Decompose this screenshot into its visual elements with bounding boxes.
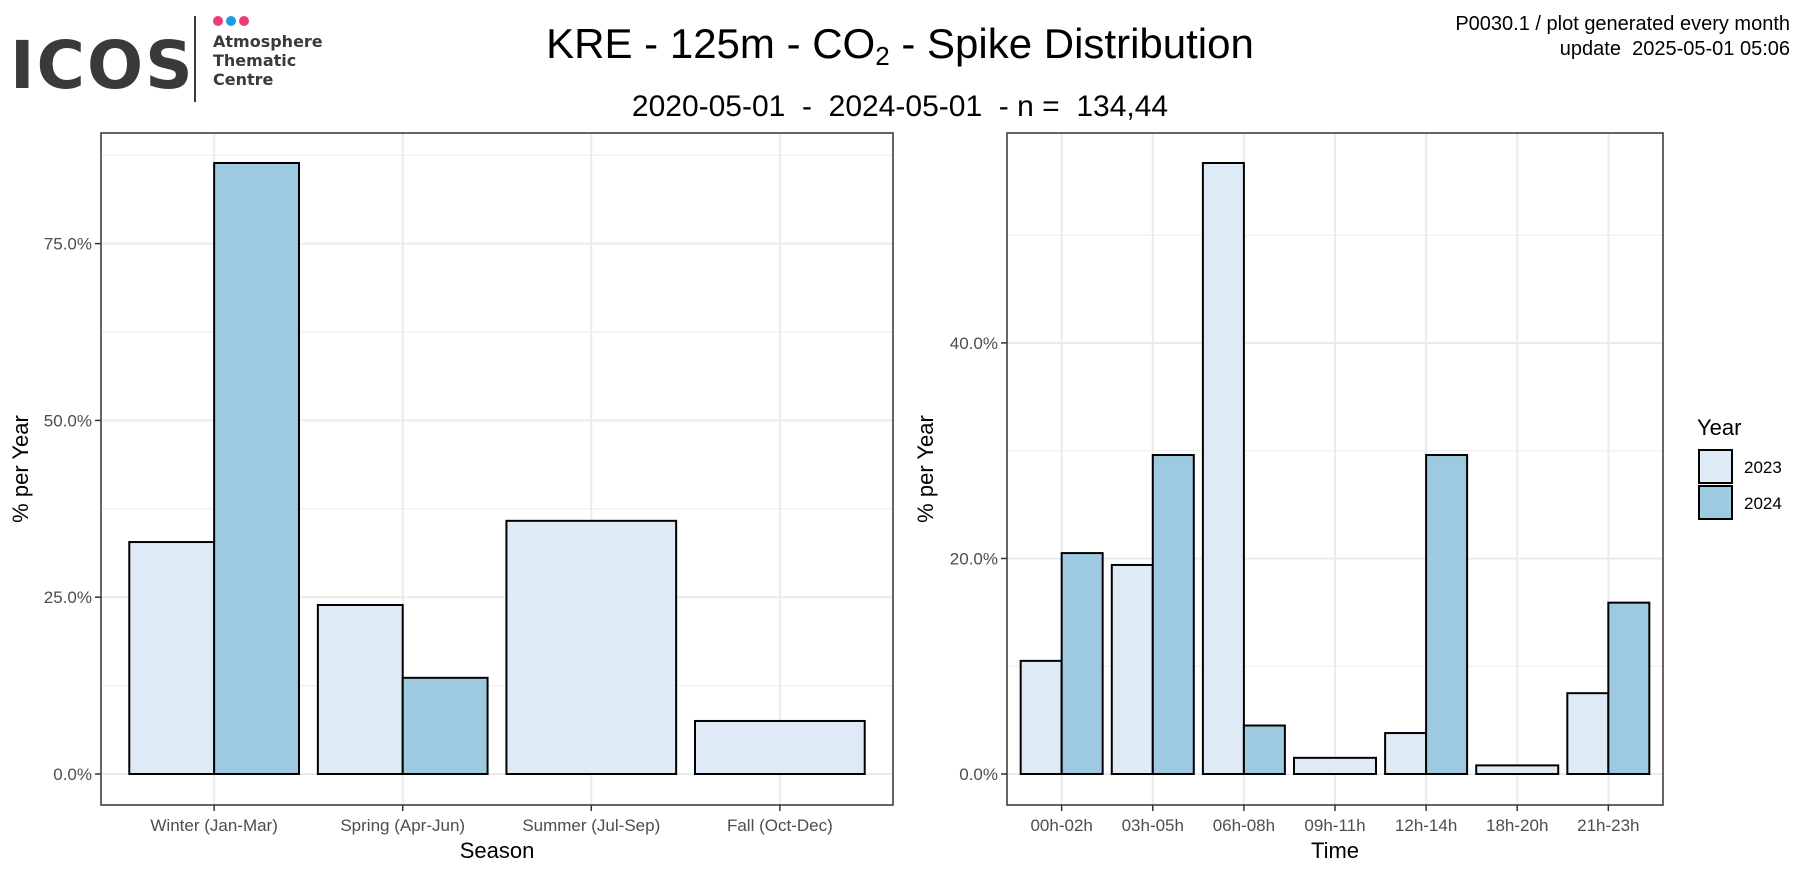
x-tick-label: Fall (Oct-Dec) bbox=[727, 816, 833, 835]
chart-panel-2: 0.0% 20.0% 40.0% 00h-02h 03h-05h 06h-08h 09h-1… bbox=[913, 132, 1664, 863]
bar-2024-2 bbox=[401, 676, 489, 776]
logo-divider bbox=[194, 16, 196, 102]
x-tick-label: 06h-08h bbox=[1213, 816, 1275, 835]
title-prefix: KRE - 125m - CO bbox=[546, 20, 876, 67]
legend-title: Year bbox=[1697, 415, 1741, 440]
x-tick-label: Summer (Jul-Sep) bbox=[522, 816, 660, 835]
y-tick-label: 20.0% bbox=[950, 549, 998, 568]
bar-2023-4 bbox=[1293, 756, 1377, 776]
x-tick-label: 00h-02h bbox=[1030, 816, 1092, 835]
title-suffix: - Spike Distribution bbox=[889, 20, 1254, 67]
bar-2023-2 bbox=[316, 603, 404, 775]
legend-label-2024: 2024 bbox=[1744, 494, 1782, 513]
chart-subtitle: 2020-05-01 - 2024-05-01 - n = 134,44 bbox=[631, 90, 1169, 123]
y-tick-label: 0.0% bbox=[959, 765, 998, 784]
bar-2023-1 bbox=[1019, 659, 1063, 776]
logo-line-1: Atmosphere bbox=[213, 32, 323, 51]
x-tick-label: Winter (Jan-Mar) bbox=[150, 816, 278, 835]
x-tick-label: Spring (Apr-Jun) bbox=[340, 816, 465, 835]
bar-2023-4 bbox=[694, 719, 866, 775]
generation-info: P0030.1 / plot generated every month upda… bbox=[1455, 12, 1790, 62]
bar-2024-1 bbox=[213, 162, 300, 775]
bar-2023-6 bbox=[1475, 764, 1560, 776]
panel-border bbox=[100, 132, 894, 806]
logo-wordmark: ICOS bbox=[10, 27, 195, 104]
x-axis-title: Time bbox=[1311, 838, 1359, 863]
logo-line-2: Thematic bbox=[213, 51, 296, 70]
bar-2023-3 bbox=[1201, 162, 1245, 775]
bar-2024-7 bbox=[1607, 601, 1651, 775]
chart-panel-1: 0.0% 25.0% 50.0% 75.0% Winter (Jan-Mar) Sprin… bbox=[8, 132, 894, 863]
bar-2024-1 bbox=[1060, 552, 1104, 776]
bar-2023-7 bbox=[1566, 692, 1610, 775]
bar-2023-1 bbox=[128, 541, 216, 776]
y-tick-label: 50.0% bbox=[44, 411, 92, 430]
legend-label-2023: 2023 bbox=[1744, 458, 1782, 477]
logo-dot-2 bbox=[226, 16, 236, 26]
bar-2023-3 bbox=[505, 519, 678, 775]
generation-info-line-2: update 2025-05-01 05:06 bbox=[1559, 38, 1790, 60]
bar-2024-2 bbox=[1151, 454, 1195, 775]
logo-line-3: Centre bbox=[213, 70, 274, 89]
title-subscript: 2 bbox=[875, 41, 890, 71]
logo-dot-3 bbox=[239, 16, 249, 26]
generation-info-line-1: P0030.1 / plot generated every month bbox=[1455, 13, 1790, 35]
x-tick-label: 18h-20h bbox=[1486, 816, 1548, 835]
legend-swatch-2023 bbox=[1698, 449, 1733, 484]
logo-dot-1 bbox=[213, 16, 223, 26]
x-tick-label: 09h-11h bbox=[1304, 816, 1365, 835]
bar-2023-5 bbox=[1384, 732, 1428, 775]
y-axis-title: % per Year bbox=[913, 415, 938, 523]
y-tick-label: 40.0% bbox=[950, 334, 998, 353]
chart-title: KRE - 125m - CO2 - Spike Distribution bbox=[0, 18, 1800, 82]
bar-2024-3 bbox=[1242, 724, 1286, 775]
x-tick-label: 12h-14h bbox=[1395, 816, 1457, 835]
icos-logo: ICOS Atmosphere Thematic Centre bbox=[10, 16, 323, 104]
y-axis-title: % per Year bbox=[8, 415, 33, 523]
y-tick-label: 75.0% bbox=[44, 235, 92, 254]
x-tick-label: 21h-23h bbox=[1577, 816, 1639, 835]
y-tick-label: 25.0% bbox=[44, 588, 92, 607]
x-axis-title: Season bbox=[460, 838, 535, 863]
y-tick-label: 0.0% bbox=[53, 765, 92, 784]
bar-2024-5 bbox=[1425, 454, 1469, 775]
legend-swatch-2024 bbox=[1698, 485, 1733, 520]
x-tick-label: 03h-05h bbox=[1122, 816, 1184, 835]
bar-2023-2 bbox=[1110, 563, 1154, 775]
